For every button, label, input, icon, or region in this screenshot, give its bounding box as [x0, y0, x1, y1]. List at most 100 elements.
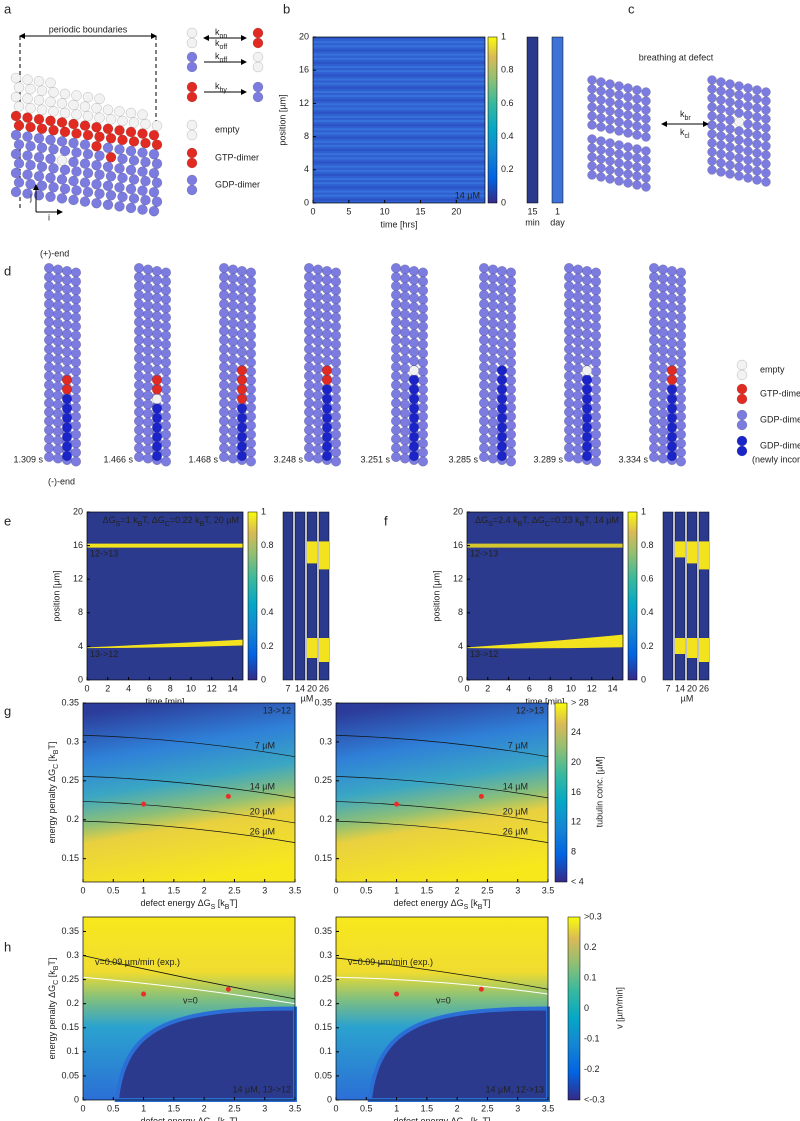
x-tick-label: 14 [228, 683, 238, 693]
dimer [675, 384, 687, 395]
dimer [641, 105, 651, 115]
colorbar-tick-label: 12 [571, 817, 581, 827]
text-segment: T] [482, 1116, 490, 1121]
dimer [641, 146, 651, 156]
dimer [478, 379, 490, 391]
panel-label: g [4, 703, 11, 718]
dimer [478, 406, 490, 418]
x-tick-label: 6 [147, 683, 152, 693]
dimer [218, 334, 230, 346]
x-tick-label: 0 [84, 683, 89, 693]
dimer [227, 264, 239, 275]
text-segment: =0.22 k [170, 515, 200, 525]
colorbar-tick-label: 0.6 [501, 98, 514, 108]
dimer [151, 196, 163, 207]
text-segment: off [220, 57, 228, 64]
dimer [657, 291, 669, 302]
dimer [417, 420, 429, 431]
colorbar [567, 916, 581, 1101]
dimer [140, 137, 151, 149]
dimer [22, 93, 33, 104]
dimer [505, 267, 517, 278]
strip-band [675, 638, 685, 654]
state-point [225, 793, 231, 799]
dimer [572, 273, 584, 284]
dimer [245, 456, 257, 467]
dimer [648, 406, 660, 418]
dimer [563, 262, 575, 274]
dimer [581, 301, 593, 313]
dimer [133, 271, 145, 283]
dimer [707, 111, 717, 121]
dimer [478, 451, 490, 463]
dimer [408, 310, 420, 322]
dimer [496, 265, 508, 277]
dimer [707, 165, 717, 175]
heatmap-stripe [313, 194, 485, 197]
dimer [218, 361, 230, 373]
dimer [236, 393, 248, 405]
dimer [505, 285, 517, 296]
dimer [736, 393, 748, 405]
dimer [707, 102, 717, 112]
dimer [114, 201, 125, 212]
colorbar-tick-label: 1 [501, 31, 506, 41]
dimer [399, 327, 411, 338]
dimer [45, 115, 56, 127]
dimer [743, 173, 753, 183]
dimer [572, 354, 584, 365]
heatmap-stripe [313, 49, 485, 52]
dimer [734, 171, 744, 181]
dimer [399, 282, 411, 293]
dimer [666, 301, 678, 313]
dimer [417, 402, 429, 413]
text-segment: on [220, 33, 228, 40]
dimer [142, 309, 154, 320]
dimer [52, 453, 64, 464]
dimer [70, 438, 82, 449]
dimer [572, 309, 584, 320]
heatmap-stripe [313, 86, 485, 89]
dimer [94, 150, 105, 161]
dimer [581, 450, 593, 462]
dimer [102, 180, 114, 192]
dimer [581, 403, 593, 414]
colorbar-tick-label: 8 [571, 847, 576, 857]
dimer [496, 328, 508, 340]
dimer [151, 403, 163, 414]
dimer [761, 96, 771, 106]
text-segment: C [53, 764, 60, 769]
strip [282, 511, 294, 681]
dimer [572, 453, 584, 464]
dimer [312, 309, 324, 320]
dimer [736, 445, 748, 457]
dimer [52, 291, 64, 302]
text-segment: ΔG [475, 515, 488, 525]
dimer [399, 300, 411, 311]
heatmap-stripe [313, 136, 485, 139]
dimer [142, 264, 154, 275]
dimer [68, 175, 79, 187]
dimer [505, 429, 517, 440]
dimer [227, 435, 239, 446]
dimer [632, 85, 642, 95]
dimer [641, 164, 651, 174]
dimer [563, 406, 575, 418]
dimer [614, 140, 624, 150]
dimer [142, 426, 154, 437]
dimer [218, 370, 230, 382]
dimer [133, 424, 145, 436]
dimer [160, 267, 172, 278]
strip [526, 36, 539, 204]
dimer [496, 384, 508, 395]
dimer [572, 381, 584, 392]
dimer [61, 301, 73, 313]
dimer [61, 412, 73, 424]
dimer [236, 403, 248, 414]
dimer [321, 346, 333, 358]
dimer [417, 294, 429, 305]
dimer [151, 283, 163, 295]
dimer [487, 327, 499, 338]
dimer [245, 357, 257, 368]
dimer [478, 361, 490, 373]
